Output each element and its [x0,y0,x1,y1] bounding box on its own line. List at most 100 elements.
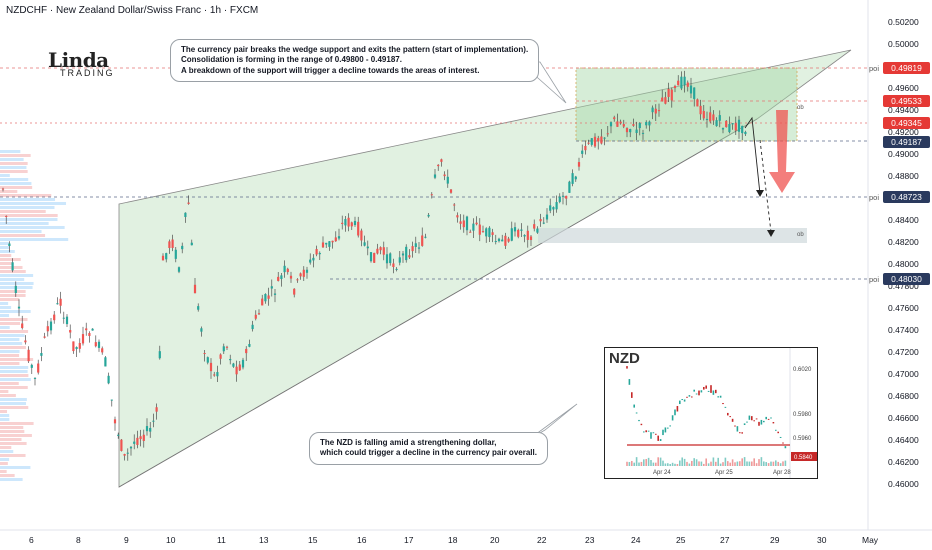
volume-profile-bar [0,278,25,281]
price-axis-label: 0.46200 [888,457,919,467]
candle-body [734,123,737,131]
inset-volume-bar [657,457,659,466]
price-axis-label: 0.48400 [888,215,919,225]
candle-body [299,273,302,277]
candle-body [520,229,523,231]
candle-body [21,323,24,329]
inset-candle [729,416,731,418]
inset-candle [703,386,705,390]
candle-body [590,138,593,145]
volume-profile-bar [0,462,8,465]
inset-volume-bar [715,461,717,466]
time-axis-label: 11 [217,535,226,545]
volume-profile-bar [0,390,9,393]
projection-arrow-head-2 [767,230,775,237]
volume-profile-bar [0,266,23,269]
candle-body [245,348,248,354]
candle-body [622,124,625,127]
candle-body [613,117,616,120]
candle-body [523,234,526,237]
bottom-callout: The NZD is falling amid a strengthening … [309,432,548,465]
volume-profile-bar [0,378,31,381]
volume-profile-bar [0,254,12,257]
volume-profile-bar [0,414,10,417]
candle-body [526,230,529,240]
inset-volume-bar [731,459,734,466]
volume-profile-bar [0,406,29,409]
candle-body [459,221,462,224]
price-axis-label: 0.47400 [888,325,919,335]
inset-volume-bar [743,457,746,466]
candlestick-series [1,70,747,461]
candle-body [709,112,712,122]
volume-profile-bar [0,178,29,181]
time-axis-label: 16 [357,535,367,545]
candle-body [424,236,427,238]
volume-profile-bar [0,434,32,437]
inset-candle [739,432,741,434]
inset-candle [722,402,724,405]
candle-body [344,219,347,226]
candle-body [251,324,254,330]
volume-profile-bar [0,246,10,249]
price-tag-value: 0.49187 [891,137,922,147]
inset-candle [633,404,635,408]
price-tag-49819: 0.49819 [883,62,930,74]
inset-volume-bar [635,457,638,466]
candle-body [737,119,741,132]
candle-body [561,195,565,197]
volume-profile-bar [0,170,28,173]
inset-candle [695,393,698,395]
candle-body [261,298,264,306]
candle-body [705,118,709,120]
candle-body [357,221,360,236]
volume-profile-bar [0,242,10,245]
candle-body [229,359,232,361]
candle-body [334,237,337,242]
time-axis-label: 23 [585,535,595,545]
candle-body [30,364,33,368]
inset-candle [631,392,633,398]
candle-body [280,275,283,280]
inset-candle [719,395,722,398]
inset-volume-bar [779,463,782,466]
price-axis-label: 0.48800 [888,171,919,181]
candle-body [181,245,184,250]
callout-line: The currency pair breaks the wedge suppo… [181,45,529,54]
inset-volume-bar [628,462,631,466]
inset-candle [746,421,748,423]
inset-volume-bar [698,461,700,466]
volume-profile-bar [0,426,24,429]
time-axis-label: 10 [166,535,176,545]
inset-volume-bar [753,458,755,466]
time-axis-label: May [862,535,879,545]
volume-profile-bar [0,402,27,405]
volume-profile-bar [0,422,34,425]
candle-body [85,328,88,331]
candle-body [206,357,209,363]
candle-body [72,341,75,352]
candle-body [392,263,395,268]
inset-x-label: Apr 25 [715,470,733,476]
candle-body [273,293,277,295]
inset-x-label: Apr 24 [653,470,671,476]
volume-profile-bar [0,310,31,313]
candle-body [645,122,648,126]
price-tag-48723: 0.48723 [883,191,930,203]
inset-candle [736,426,739,432]
candle-body [120,439,123,451]
candle-body [376,248,379,254]
candle-body [485,228,488,237]
candle-body [539,219,542,222]
candle-body [241,359,245,368]
volume-profile-bar [0,466,31,469]
top-callout: The currency pair breaks the wedge suppo… [170,39,540,83]
inset-volume-bar [739,461,741,466]
volume-profile-bar [0,370,28,373]
candle-body [257,313,261,315]
candle-body [449,189,453,193]
candle-body [347,217,350,227]
candle-body [385,254,389,264]
